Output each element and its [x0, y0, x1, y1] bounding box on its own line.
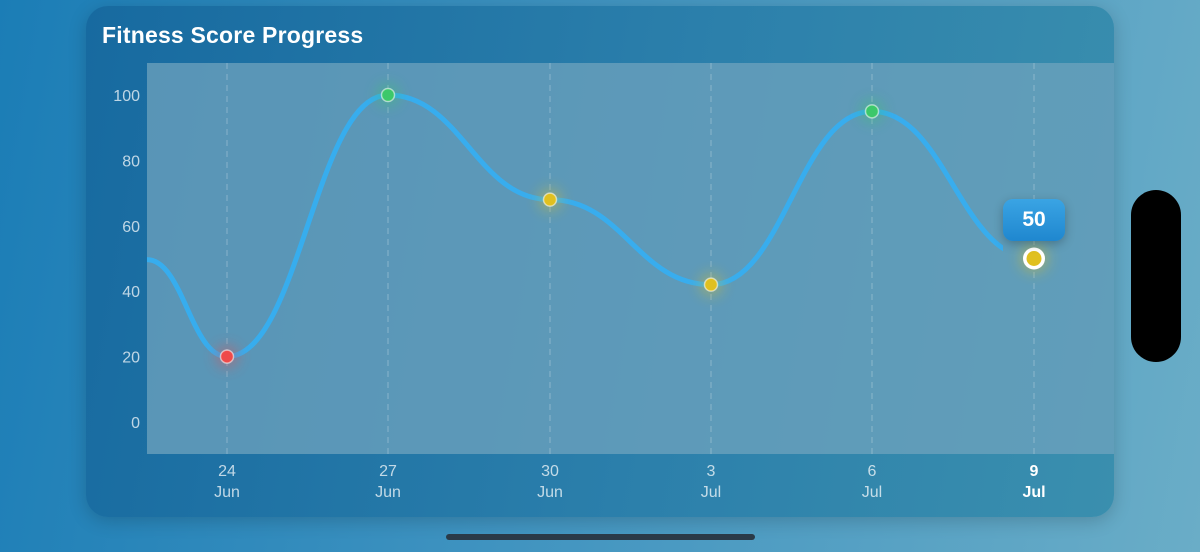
y-tick-label: 20: [122, 350, 140, 367]
x-tick-day: 27: [379, 463, 397, 480]
x-tick-month: Jul: [701, 484, 721, 501]
y-tick-label: 40: [122, 284, 140, 301]
data-point-3-Jul: [703, 277, 719, 292]
plot-area: [147, 63, 1114, 454]
data-point-24-Jun: [219, 349, 235, 364]
data-point-9-Jul: [1026, 251, 1042, 266]
x-tick-month: Jul: [1022, 484, 1045, 501]
y-tick-label: 0: [131, 415, 140, 432]
value-tooltip: 50: [1003, 199, 1065, 241]
x-tick-month: Jun: [537, 484, 563, 501]
x-tick-day: 30: [541, 463, 559, 480]
x-tick-month: Jun: [375, 484, 401, 501]
chart-title: Fitness Score Progress: [102, 22, 364, 48]
fitness-line-chart[interactable]: 0 20 40 60 80 100 24 Jun 27 Jun 30 Jun 3 Jul 6 Jul 9 Jul: [86, 6, 1114, 517]
x-tick-day: 6: [868, 463, 877, 480]
x-tick-month: Jul: [862, 484, 882, 501]
data-point-6-Jul: [864, 104, 880, 119]
y-tick-label: 60: [122, 219, 140, 236]
side-handle[interactable]: [1131, 190, 1181, 362]
y-tick-label: 80: [122, 153, 140, 170]
x-tick-month: Jun: [214, 484, 240, 501]
x-tick-day: 24: [218, 463, 236, 480]
chart-card: Fitness Score Progress 0 20 40 60 80 100 24 Jun…: [86, 6, 1114, 517]
y-tick-label: 100: [113, 88, 140, 105]
home-indicator[interactable]: [446, 534, 755, 540]
x-tick-day: 3: [707, 463, 716, 480]
data-point-30-Jun: [542, 192, 558, 207]
data-point-27-Jun: [380, 87, 396, 103]
x-tick-day: 9: [1030, 463, 1039, 480]
